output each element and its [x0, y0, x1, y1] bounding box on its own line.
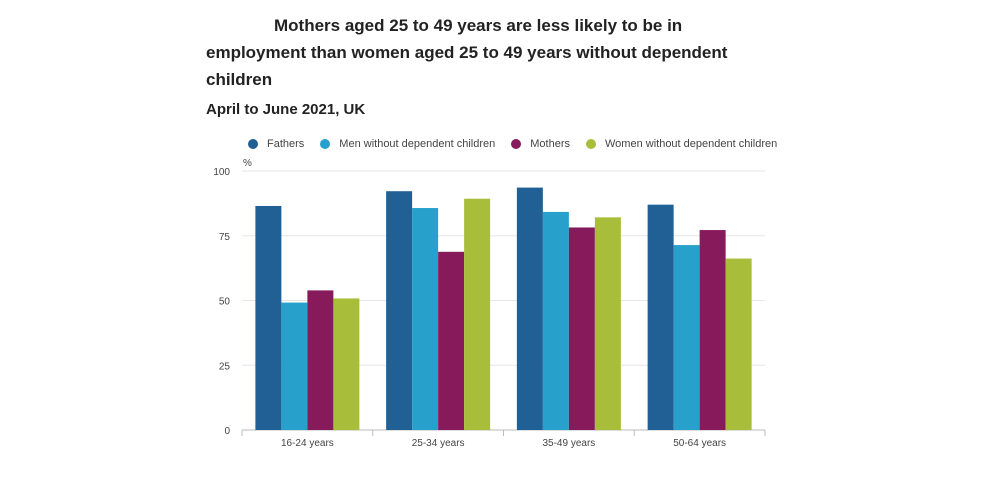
- legend-label-mothers: Mothers: [530, 138, 570, 150]
- bar-women-without-dependent-children-25-34-years: [464, 198, 491, 430]
- legend-swatch-fathers: [248, 139, 258, 149]
- x-tick-label-25-34-years: 25-34 years: [412, 438, 465, 449]
- legend-swatch-women-without-children: [586, 139, 596, 149]
- legend: Fathers Men without dependent children M…: [248, 135, 793, 153]
- y-axis-unit-label: %: [243, 158, 252, 169]
- bar-fathers-25-34-years: [386, 191, 413, 430]
- legend-swatch-men-without-children: [320, 139, 331, 149]
- x-tick-label-35-49-years: 35-49 years: [542, 438, 595, 449]
- y-tick-label-0: 0: [224, 426, 230, 437]
- y-tick-label-100: 100: [213, 167, 230, 178]
- bar-fathers-50-64-years: [647, 204, 674, 430]
- bar-women-without-dependent-children-35-49-years: [594, 217, 621, 430]
- y-tick-label-75: 75: [219, 232, 231, 243]
- y-tick-label-25: 25: [219, 361, 231, 372]
- bar-men-without-dependent-children-25-34-years: [412, 208, 439, 430]
- bar-mothers-25-34-years: [438, 251, 465, 430]
- legend-label-women-without-children: Women without dependent children: [605, 138, 778, 150]
- chart-subtitle: April to June 2021, UK: [206, 101, 366, 118]
- bar-men-without-dependent-children-16-24-years: [281, 302, 308, 430]
- x-tick-label-16-24-years: 16-24 years: [281, 438, 334, 449]
- legend-label-men-without-children: Men without dependent children: [339, 138, 496, 150]
- bar-fathers-16-24-years: [255, 205, 282, 430]
- bar-women-without-dependent-children-16-24-years: [333, 298, 360, 430]
- bar-women-without-dependent-children-50-64-years: [725, 258, 752, 430]
- bar-mothers-16-24-years: [307, 290, 334, 430]
- bar-men-without-dependent-children-35-49-years: [542, 211, 569, 430]
- legend-item-men-without-children[interactable]: Men without dependent children: [320, 138, 495, 150]
- bar-fathers-35-49-years: [516, 187, 543, 430]
- legend-swatch-mothers: [511, 139, 522, 149]
- bar-men-without-dependent-children-50-64-years: [673, 245, 700, 430]
- y-tick-label-50: 50: [219, 297, 231, 308]
- legend-item-fathers[interactable]: Fathers: [248, 138, 304, 150]
- x-tick-label-50-64-years: 50-64 years: [673, 438, 726, 449]
- bar-mothers-50-64-years: [699, 230, 726, 430]
- legend-item-mothers[interactable]: Mothers: [511, 138, 570, 150]
- legend-label-fathers: Fathers: [267, 138, 305, 150]
- chart-title: Mothers aged 25 to 49 years are less lik…: [206, 16, 728, 89]
- legend-item-women-without-children[interactable]: Women without dependent children: [586, 138, 777, 150]
- bar-mothers-35-49-years: [568, 227, 595, 430]
